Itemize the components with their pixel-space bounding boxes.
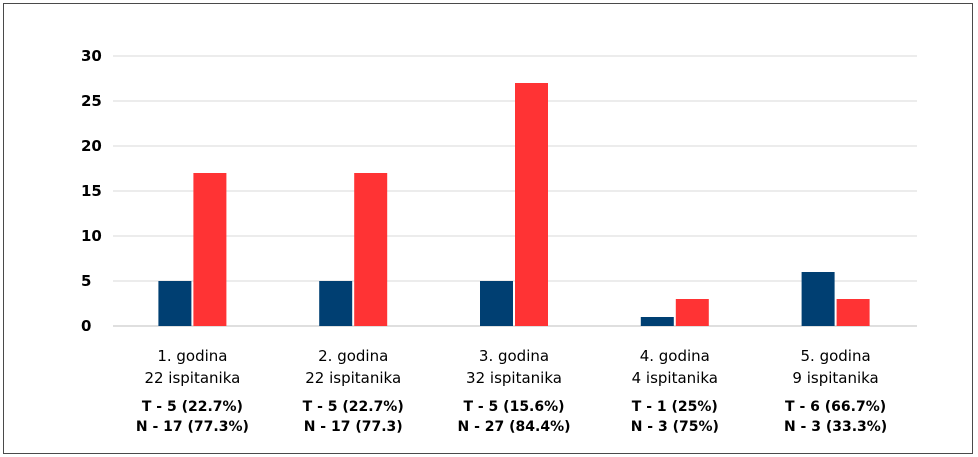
category-label-line2: 32 ispitanika [466,369,562,387]
bars [158,83,870,326]
y-tick-label: 5 [81,272,91,290]
category-stat-n: N - 3 (33.3%) [784,419,887,435]
y-tick-label: 15 [81,182,102,200]
chart-frame [3,3,973,454]
category-stat-n: N - 3 (75%) [631,419,719,435]
category-stat-t: T - 5 (22.7%) [142,399,243,415]
category-label-line1: 5. godina [801,347,871,365]
category-stat-t: T - 5 (22.7%) [303,399,404,415]
y-tick-label: 0 [81,317,91,335]
bar [354,173,388,326]
category-label-line1: 2. godina [318,347,388,365]
category-label-line2: 9 ispitanika [792,369,878,387]
category-stat-t: T - 1 (25%) [632,399,718,415]
y-tick-label: 10 [81,227,102,245]
category-stat-n: N - 17 (77.3) [304,419,403,435]
category-label-line1: 3. godina [479,347,549,365]
y-axis-ticks: 0 5 10 15 20 25 30 [81,47,102,335]
bar [319,281,353,326]
bar [836,299,870,326]
category-stat-n: N - 27 (84.4%) [458,419,571,435]
bar [675,299,709,326]
category-label-line1: 1. godina [157,347,227,365]
bar [640,317,674,326]
bar [480,281,513,326]
category-label-line1: 4. godina [640,347,710,365]
bar [193,173,227,326]
category-label-line2: 22 ispitanika [305,369,401,387]
y-tick-label: 25 [81,92,102,110]
bar [801,272,835,326]
bar [515,83,548,326]
category-stat-t: T - 5 (15.6%) [463,399,564,415]
category-label-line2: 4 ispitanika [632,369,718,387]
category-label-line2: 22 ispitanika [144,369,240,387]
category-stat-n: N - 17 (77.3%) [136,419,249,435]
x-axis-labels: 1. godina 22 ispitanika T - 5 (22.7%) N - 1… [136,347,887,435]
y-tick-label: 30 [81,47,102,65]
y-tick-label: 20 [81,137,102,155]
category-stat-t: T - 6 (66.7%) [785,399,886,415]
bar [158,281,192,326]
